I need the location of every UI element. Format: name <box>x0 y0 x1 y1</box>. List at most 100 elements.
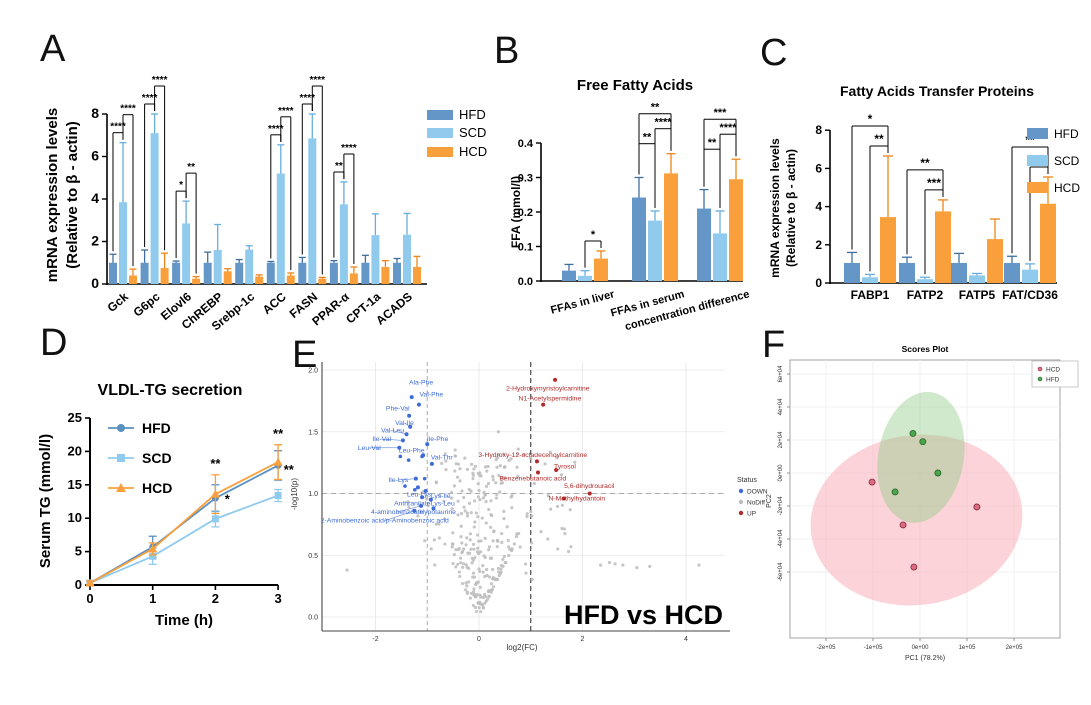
nodiff-point <box>465 467 470 471</box>
nodiff-point <box>510 547 514 551</box>
nodiff-point <box>495 545 499 549</box>
y-tick-label: 0.1 <box>518 242 533 254</box>
category-label: FFAs in liver <box>549 288 616 317</box>
category-label: FABP1 <box>851 288 890 302</box>
bar <box>381 267 390 284</box>
nodiff-point <box>546 537 550 541</box>
up-label: N-Methylhydantoin <box>548 495 605 502</box>
y-tick-label: 0e+00 <box>778 464 784 482</box>
legend-label: HCD <box>459 144 487 159</box>
bar <box>140 262 149 284</box>
nodiff-point <box>475 533 480 537</box>
y-tick-label: -4e+04 <box>778 529 784 549</box>
nodiff-point <box>423 539 427 543</box>
nodiff-point <box>488 556 493 560</box>
nodiff-point <box>477 488 481 493</box>
nodiff-point <box>489 590 493 594</box>
nodiff-point <box>461 565 465 570</box>
bar <box>844 262 860 283</box>
nodiff-point <box>500 532 504 536</box>
down-label: Lys-Leu <box>431 500 455 507</box>
nodiff-point <box>474 511 478 515</box>
nodiff-point <box>486 481 491 486</box>
nodiff-point <box>471 571 476 575</box>
sig-label: * <box>868 112 873 126</box>
y-tick-label: 0 <box>75 577 82 592</box>
nodiff-point <box>530 577 534 581</box>
nodiff-point <box>464 543 468 547</box>
data-point <box>148 544 158 553</box>
nodiff-point <box>460 581 465 586</box>
x-tick-label: 1e+05 <box>959 645 977 651</box>
nodiff-point <box>432 538 436 542</box>
nodiff-point <box>530 514 534 518</box>
nodiff-point <box>514 534 519 539</box>
x-tick-label: -2e+05 <box>817 645 837 651</box>
x-tick-label: 3 <box>274 591 281 606</box>
down-label: Phe-Val <box>386 405 410 412</box>
nodiff-point <box>345 568 349 572</box>
bar <box>213 250 222 284</box>
nodiff-point <box>482 490 486 494</box>
y-axis-label: PC2 <box>766 494 773 508</box>
nodiff-point <box>478 498 482 502</box>
legend-dot <box>1037 376 1043 382</box>
legend-label: HFD <box>1054 127 1079 141</box>
nodiff-point <box>494 578 498 582</box>
nodiff-point <box>463 456 467 460</box>
bar <box>150 133 159 284</box>
bar <box>349 273 358 284</box>
nodiff-point <box>453 454 457 458</box>
bar <box>880 217 896 283</box>
nodiff-point <box>487 545 491 549</box>
hfd-sample-point <box>909 429 917 437</box>
hfd-sample-point <box>919 438 927 446</box>
panel-a-mrna-expression-bar-chart: mRNA expression levels (Relative to β - a… <box>44 75 487 333</box>
nodiff-point <box>516 474 520 478</box>
up-label: Benzenebutanoic acid <box>499 476 566 483</box>
nodiff-point <box>476 580 480 584</box>
data-point <box>274 491 282 499</box>
hcd-sample-point <box>899 521 907 529</box>
bar <box>1022 269 1038 283</box>
nodiff-point <box>438 493 442 497</box>
nodiff-point <box>562 527 566 531</box>
nodiff-point <box>456 499 460 503</box>
legend-box <box>1031 360 1079 388</box>
nodiff-point <box>560 503 564 507</box>
nodiff-point <box>532 481 536 486</box>
down-point <box>397 445 402 450</box>
nodiff-point <box>509 457 513 461</box>
bar <box>308 138 317 284</box>
panel-d-vldl-tg-line-chart: VLDL-TG secretion Serum TG (mmol/l) Time (… <box>37 382 295 629</box>
y-tick-label: 2.0 <box>308 368 318 375</box>
x-tick-label: 0e+00 <box>912 645 930 651</box>
legend-label: SCD <box>1054 154 1080 168</box>
nodiff-point <box>498 490 502 494</box>
hfd-sample-point <box>891 488 899 496</box>
down-point <box>421 453 426 458</box>
down-point <box>422 476 427 481</box>
nodiff-point <box>455 475 460 479</box>
bar <box>255 276 264 284</box>
nodiff-point <box>478 569 482 573</box>
nodiff-point <box>443 542 447 546</box>
bar <box>1004 262 1020 283</box>
nodiff-point <box>555 504 560 509</box>
nodiff-point <box>492 529 496 533</box>
nodiff-point <box>451 542 455 546</box>
nodiff-point <box>486 589 490 594</box>
bar <box>223 271 232 284</box>
nodiff-point <box>613 562 617 566</box>
nodiff-point <box>529 510 533 514</box>
nodiff-point <box>529 456 533 460</box>
down-point <box>431 506 436 511</box>
sig-label: ** <box>273 426 284 441</box>
sig-label: **** <box>310 75 326 86</box>
nodiff-point <box>491 577 495 581</box>
nodiff-point <box>569 545 573 549</box>
nodiff-point <box>442 499 446 503</box>
down-point <box>425 442 430 447</box>
y-axis-label: mRNA expression levels <box>44 108 61 283</box>
y-tick-label: 2 <box>815 238 822 252</box>
